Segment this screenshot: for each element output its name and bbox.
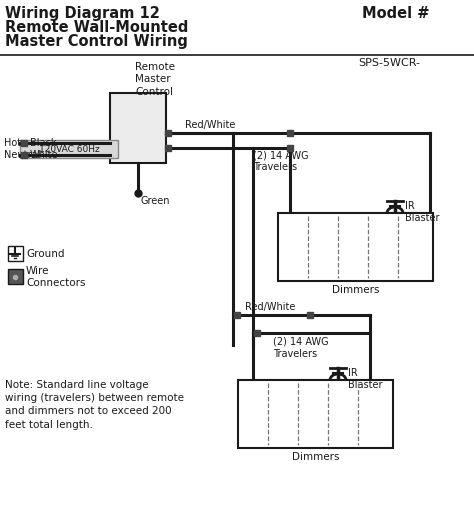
- Text: Dimmers: Dimmers: [332, 285, 379, 295]
- Text: Model #: Model #: [362, 6, 429, 21]
- Text: Red/White: Red/White: [185, 120, 236, 130]
- Bar: [278, 213, 433, 281]
- Text: Red/White: Red/White: [245, 302, 295, 312]
- Bar: [8, 246, 23, 261]
- Text: 120VAC 60Hz: 120VAC 60Hz: [38, 144, 100, 154]
- Text: IR
Blaster: IR Blaster: [348, 368, 383, 390]
- Text: Remote
Master
Control: Remote Master Control: [135, 62, 175, 97]
- Text: Wiring Diagram 12: Wiring Diagram 12: [5, 6, 160, 21]
- Text: (2) 14 AWG
Travelers: (2) 14 AWG Travelers: [273, 337, 328, 358]
- Bar: [110, 93, 166, 163]
- Text: Wire
Connectors: Wire Connectors: [26, 266, 85, 288]
- Text: (2) 14 AWG
Travelers: (2) 14 AWG Travelers: [253, 150, 309, 172]
- Text: IR
Blaster: IR Blaster: [405, 201, 439, 223]
- Bar: [20, 140, 118, 158]
- Text: Ground: Ground: [26, 249, 64, 259]
- Text: Remote Wall-Mounted: Remote Wall-Mounted: [5, 20, 188, 35]
- Text: Green: Green: [141, 196, 171, 206]
- Text: Note: Standard line voltage
wiring (travelers) between remote
and dimmers not to: Note: Standard line voltage wiring (trav…: [5, 380, 184, 430]
- Text: White: White: [30, 150, 58, 160]
- Bar: [8, 269, 23, 284]
- Text: Neutral: Neutral: [4, 150, 40, 160]
- Text: Black: Black: [30, 138, 56, 148]
- Bar: [238, 380, 393, 448]
- Text: Master Control Wiring: Master Control Wiring: [5, 34, 188, 49]
- Text: Dimmers: Dimmers: [292, 452, 339, 462]
- Text: Hot: Hot: [4, 138, 21, 148]
- Text: SPS-5WCR-: SPS-5WCR-: [358, 58, 420, 68]
